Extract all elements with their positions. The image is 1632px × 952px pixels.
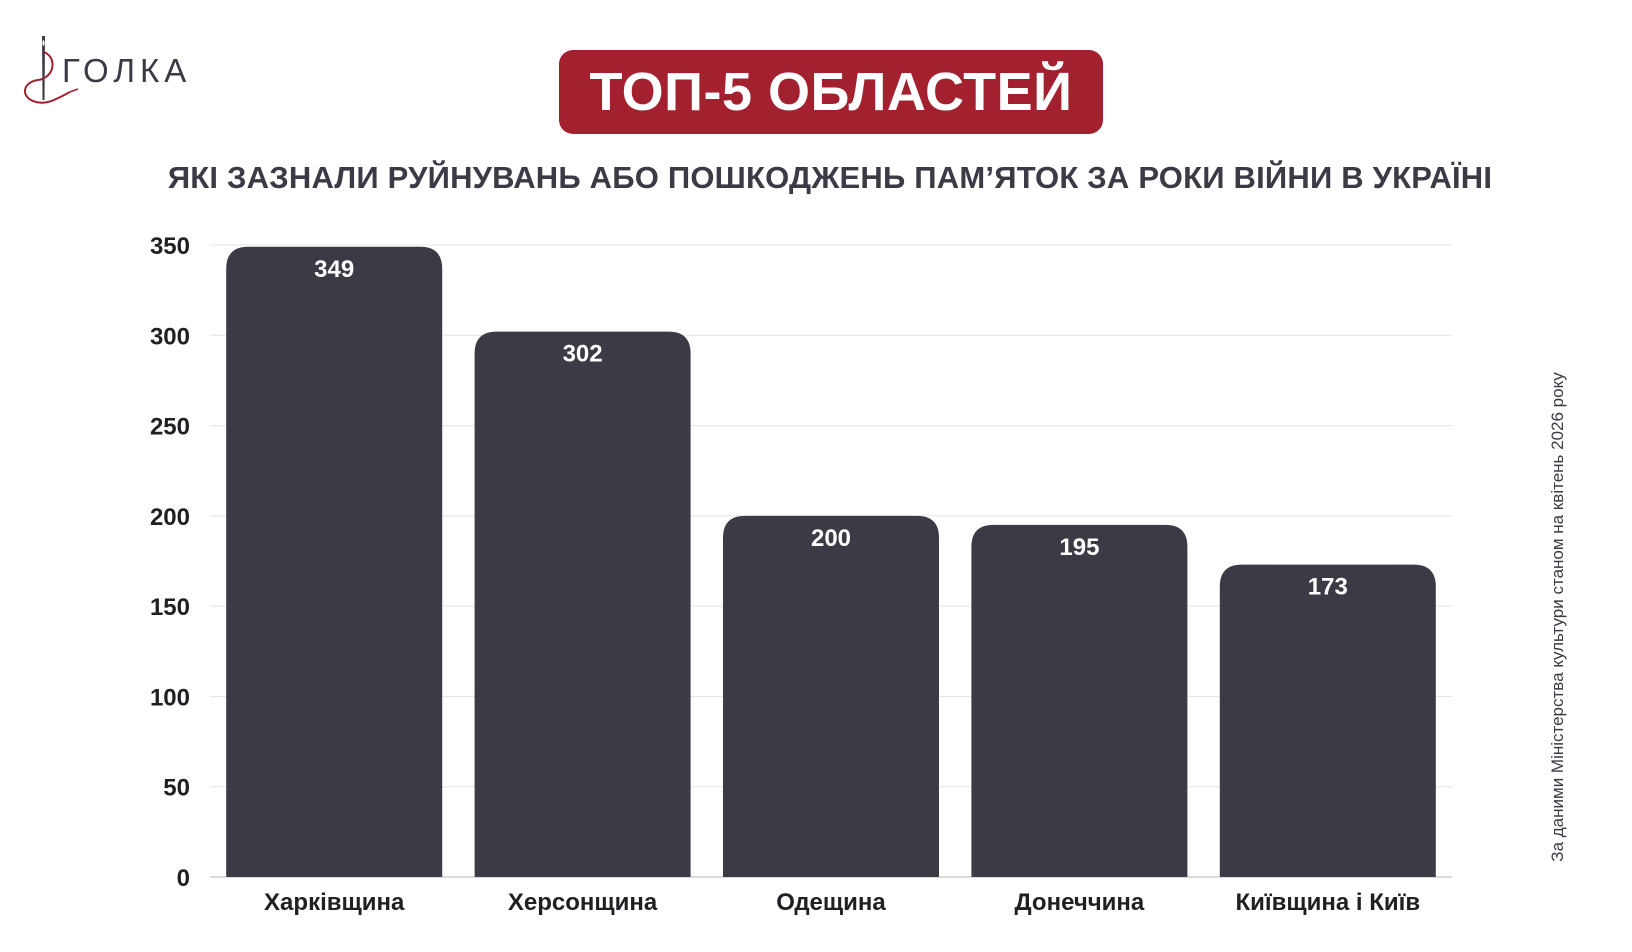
bar bbox=[971, 524, 1188, 877]
y-tick-label: 250 bbox=[150, 414, 190, 441]
bar bbox=[723, 515, 939, 877]
y-tick-label: 0 bbox=[177, 865, 190, 892]
logo-text: ГОЛКА bbox=[62, 52, 192, 89]
chart-title: ТОП-5 ОБЛАСТЕЙ bbox=[589, 62, 1073, 122]
chart-subtitle: ЯКІ ЗАЗНАЛИ РУЙНУВАНЬ АБО ПОШКОДЖЕНЬ ПАМ… bbox=[167, 160, 1493, 195]
logo: ГОЛКА bbox=[18, 32, 193, 112]
data-label: 349 bbox=[314, 256, 354, 283]
data-label: 195 bbox=[1059, 534, 1099, 561]
y-tick-label: 350 bbox=[150, 233, 190, 260]
data-label: 173 bbox=[1308, 574, 1348, 601]
bar bbox=[1219, 564, 1436, 877]
y-axis-ticks: 0 50 100 150 200 250 300 350 bbox=[150, 233, 190, 892]
needle-thread-icon bbox=[24, 36, 78, 104]
data-label: 200 bbox=[811, 525, 851, 552]
x-tick-label: Київщина і Київ bbox=[1235, 889, 1420, 916]
x-axis-ticks: Харківщина Херсонщина Одещина Донеччина Київ… bbox=[264, 889, 1420, 916]
x-tick-label: Одещина bbox=[776, 889, 886, 916]
y-tick-label: 150 bbox=[150, 594, 190, 621]
bar bbox=[226, 246, 443, 877]
data-label: 302 bbox=[563, 341, 603, 368]
y-tick-label: 100 bbox=[150, 684, 190, 711]
x-tick-label: Херсонщина bbox=[508, 889, 658, 916]
source-note: За даними Міністерства культури станом н… bbox=[1548, 372, 1567, 862]
y-tick-label: 50 bbox=[163, 775, 190, 802]
title-banner: ТОП-5 ОБЛАСТЕЙ bbox=[559, 50, 1103, 134]
y-tick-label: 200 bbox=[150, 504, 190, 531]
x-tick-label: Донеччина bbox=[1015, 889, 1145, 916]
bars bbox=[226, 246, 1436, 877]
data-labels: 349 302 200 195 173 bbox=[314, 256, 1348, 601]
bar bbox=[474, 331, 691, 877]
y-tick-label: 300 bbox=[150, 323, 190, 350]
x-tick-label: Харківщина bbox=[264, 889, 405, 916]
